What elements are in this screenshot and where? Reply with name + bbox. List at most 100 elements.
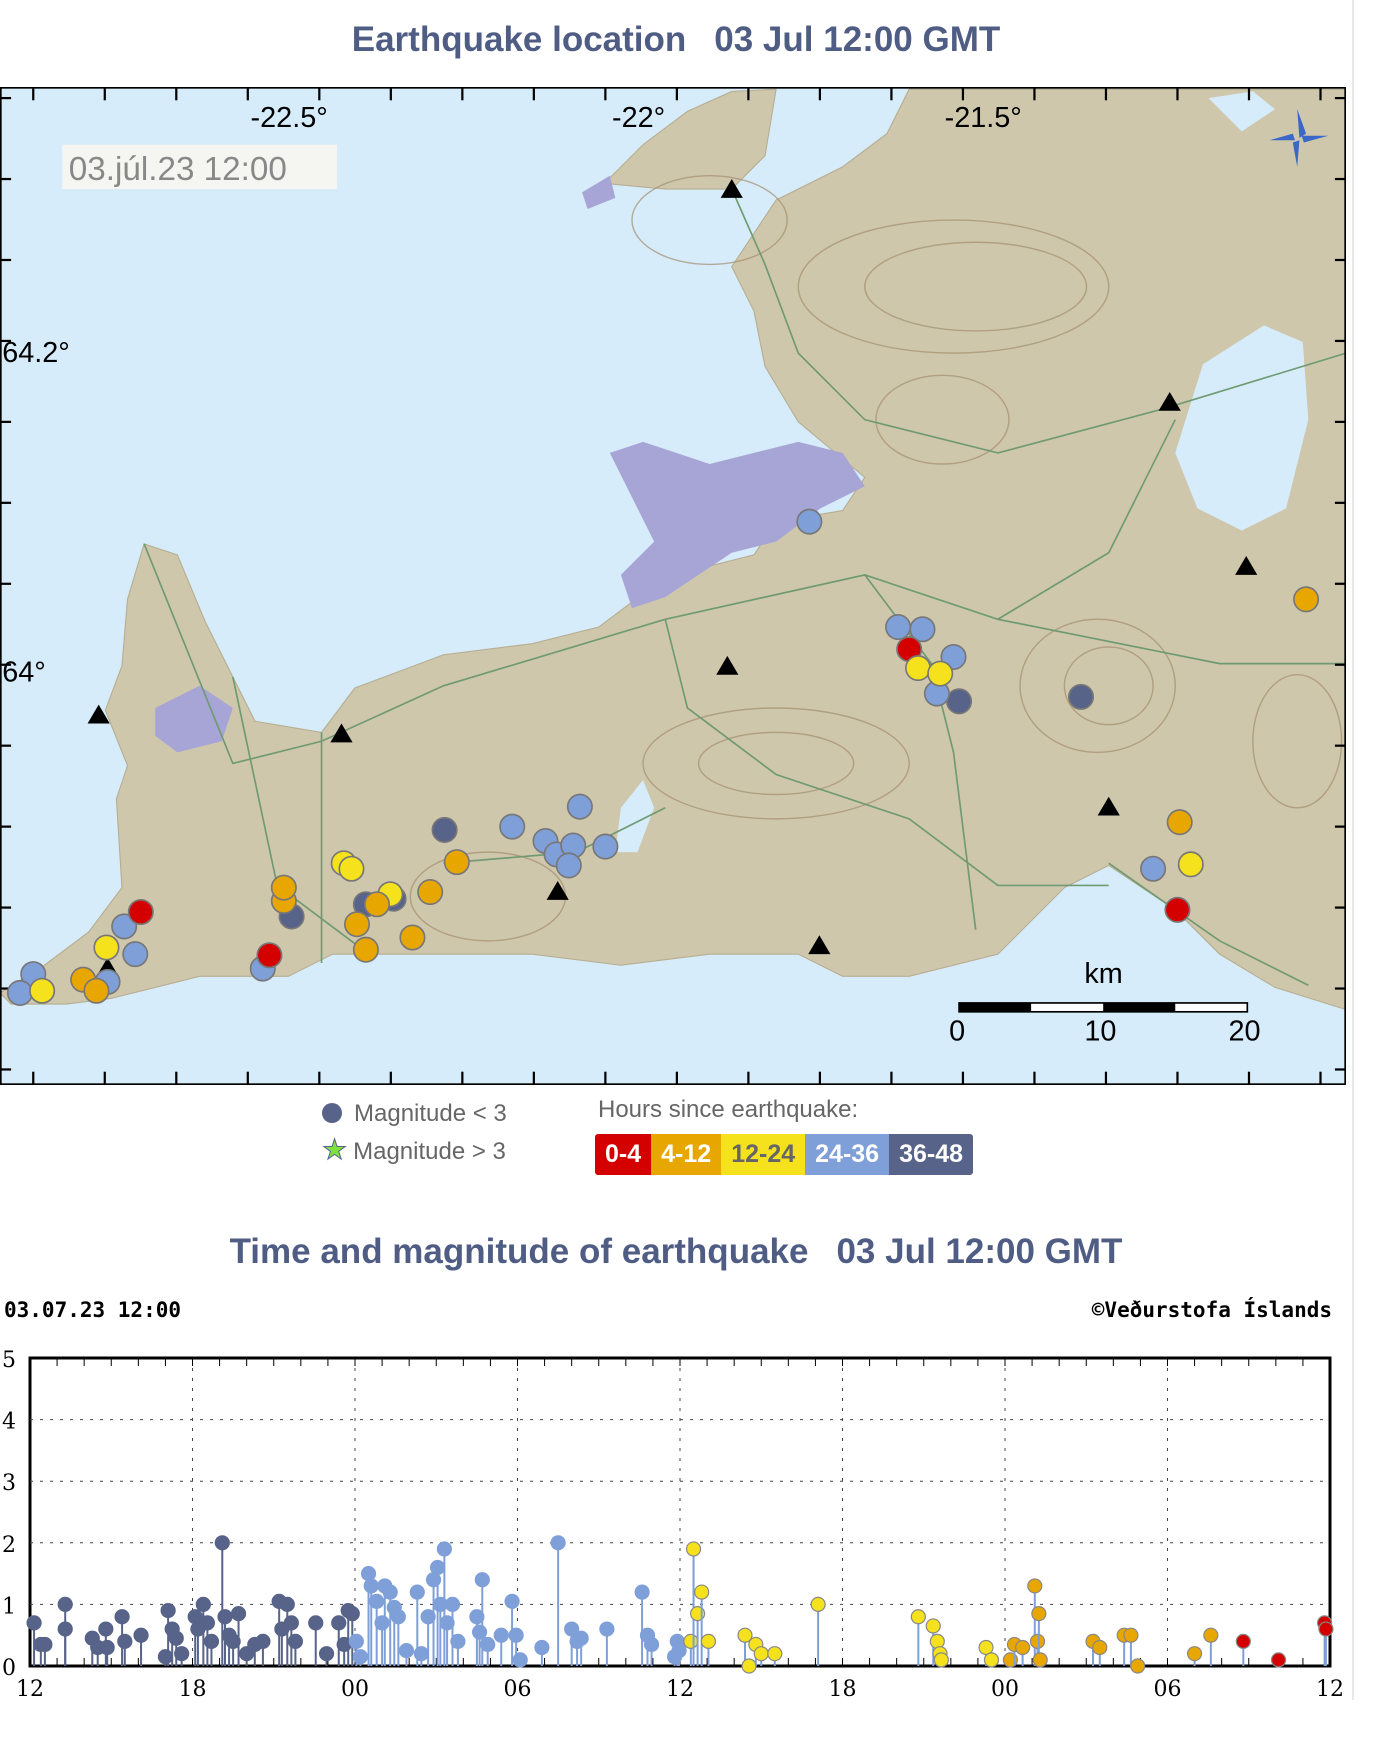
quake-point[interactable]: [318, 1646, 335, 1662]
quake-point[interactable]: [1186, 1646, 1203, 1662]
earthquake-dot[interactable]: [83, 977, 110, 1004]
earthquake-dot[interactable]: [399, 924, 426, 951]
quake-point[interactable]: [98, 1621, 114, 1637]
earthquake-dot[interactable]: [946, 688, 973, 715]
quake-point[interactable]: [683, 1633, 699, 1649]
quake-point[interactable]: [348, 1633, 364, 1649]
quake-point[interactable]: [430, 1559, 446, 1576]
earthquake-dot[interactable]: [29, 977, 56, 1004]
quake-point[interactable]: [99, 1639, 115, 1656]
quake-point[interactable]: [444, 1596, 461, 1612]
quake-point[interactable]: [1031, 1606, 1047, 1622]
quake-point[interactable]: [217, 1609, 233, 1625]
quake-point[interactable]: [634, 1584, 650, 1600]
quake-point[interactable]: [390, 1609, 406, 1625]
quake-point[interactable]: [550, 1535, 566, 1551]
earthquake-dot[interactable]: [270, 874, 297, 901]
earthquake-dot[interactable]: [127, 898, 154, 926]
quake-point[interactable]: [57, 1596, 73, 1612]
earthquake-dot[interactable]: [417, 879, 444, 906]
quake-point[interactable]: [512, 1652, 528, 1668]
earthquake-dot[interactable]: [431, 816, 458, 843]
quake-point[interactable]: [493, 1627, 509, 1643]
quake-point[interactable]: [534, 1639, 550, 1656]
quake-point[interactable]: [1235, 1633, 1251, 1649]
quake-point[interactable]: [1203, 1627, 1219, 1643]
quake-point[interactable]: [195, 1596, 211, 1612]
earthquake-dot[interactable]: [566, 793, 593, 820]
quake-point[interactable]: [685, 1541, 702, 1557]
quake-point[interactable]: [279, 1596, 295, 1612]
quake-point[interactable]: [436, 1541, 452, 1557]
earthquake-dot[interactable]: [1177, 851, 1204, 878]
quake-point[interactable]: [413, 1646, 429, 1662]
quake-point[interactable]: [753, 1646, 769, 1662]
quake-point[interactable]: [767, 1646, 783, 1662]
quake-point[interactable]: [382, 1584, 398, 1600]
earthquake-dot[interactable]: [796, 508, 823, 535]
quake-point[interactable]: [1318, 1621, 1334, 1637]
quake-point[interactable]: [160, 1602, 176, 1619]
quake-point[interactable]: [283, 1615, 299, 1631]
quake-point[interactable]: [352, 1649, 369, 1665]
earthquake-dot[interactable]: [592, 833, 619, 860]
earthquake-dot[interactable]: [1164, 896, 1191, 923]
quake-point[interactable]: [199, 1615, 215, 1631]
quake-point[interactable]: [474, 1572, 490, 1588]
earthquake-dot[interactable]: [111, 913, 138, 940]
quake-point[interactable]: [439, 1615, 455, 1631]
quake-point[interactable]: [168, 1630, 184, 1646]
earthquake-dot[interactable]: [555, 852, 582, 879]
earthquake-dot[interactable]: [256, 942, 283, 969]
quake-point[interactable]: [1032, 1652, 1048, 1668]
quake-point[interactable]: [741, 1658, 757, 1674]
quake-point[interactable]: [910, 1609, 926, 1625]
earthquake-dot[interactable]: [1293, 586, 1320, 613]
quake-point[interactable]: [643, 1636, 660, 1653]
earthquake-dot[interactable]: [443, 849, 470, 876]
earthquake-dot[interactable]: [1140, 855, 1167, 882]
quake-point[interactable]: [1270, 1652, 1287, 1668]
earthquake-dot[interactable]: [927, 660, 954, 687]
earthquake-dot[interactable]: [338, 855, 365, 882]
quake-point[interactable]: [203, 1633, 220, 1649]
quake-point[interactable]: [471, 1624, 488, 1640]
quake-point[interactable]: [133, 1627, 149, 1643]
quake-point[interactable]: [929, 1633, 945, 1649]
quake-point[interactable]: [398, 1643, 415, 1659]
quake-point[interactable]: [599, 1621, 615, 1637]
quake-point[interactable]: [671, 1643, 687, 1659]
quake-point[interactable]: [420, 1609, 436, 1625]
earthquake-dot[interactable]: [6, 979, 33, 1006]
quake-point[interactable]: [57, 1621, 73, 1637]
quake-point[interactable]: [230, 1606, 247, 1622]
quake-point[interactable]: [737, 1627, 753, 1643]
earthquake-dot[interactable]: [122, 941, 149, 968]
quake-point[interactable]: [983, 1652, 1000, 1668]
earthquake-dot[interactable]: [93, 934, 120, 961]
quake-point[interactable]: [925, 1618, 941, 1634]
quake-point[interactable]: [37, 1636, 53, 1653]
earthquake-map[interactable]: 03.júl.23 12:00 -22.5° -22° -21.5° 64.2°…: [0, 87, 1346, 1085]
quake-point[interactable]: [504, 1593, 520, 1609]
earthquake-dot[interactable]: [905, 655, 932, 682]
quake-point[interactable]: [374, 1615, 390, 1631]
quake-point[interactable]: [225, 1633, 241, 1649]
quake-point[interactable]: [700, 1633, 717, 1649]
quake-point[interactable]: [694, 1584, 710, 1600]
quake-point[interactable]: [1092, 1639, 1108, 1656]
quake-point[interactable]: [331, 1615, 347, 1631]
quake-point[interactable]: [114, 1609, 130, 1625]
quake-point[interactable]: [26, 1615, 42, 1631]
earthquake-dot[interactable]: [343, 911, 371, 938]
earthquake-dot[interactable]: [352, 936, 379, 963]
quake-point[interactable]: [480, 1636, 496, 1653]
quake-point[interactable]: [360, 1566, 377, 1582]
quake-point[interactable]: [157, 1649, 174, 1665]
quake-point[interactable]: [573, 1630, 589, 1646]
quake-point[interactable]: [450, 1633, 466, 1649]
quake-point[interactable]: [255, 1633, 271, 1649]
quake-point[interactable]: [363, 1578, 379, 1594]
earthquake-dot[interactable]: [1067, 683, 1095, 710]
quake-point[interactable]: [308, 1615, 324, 1631]
